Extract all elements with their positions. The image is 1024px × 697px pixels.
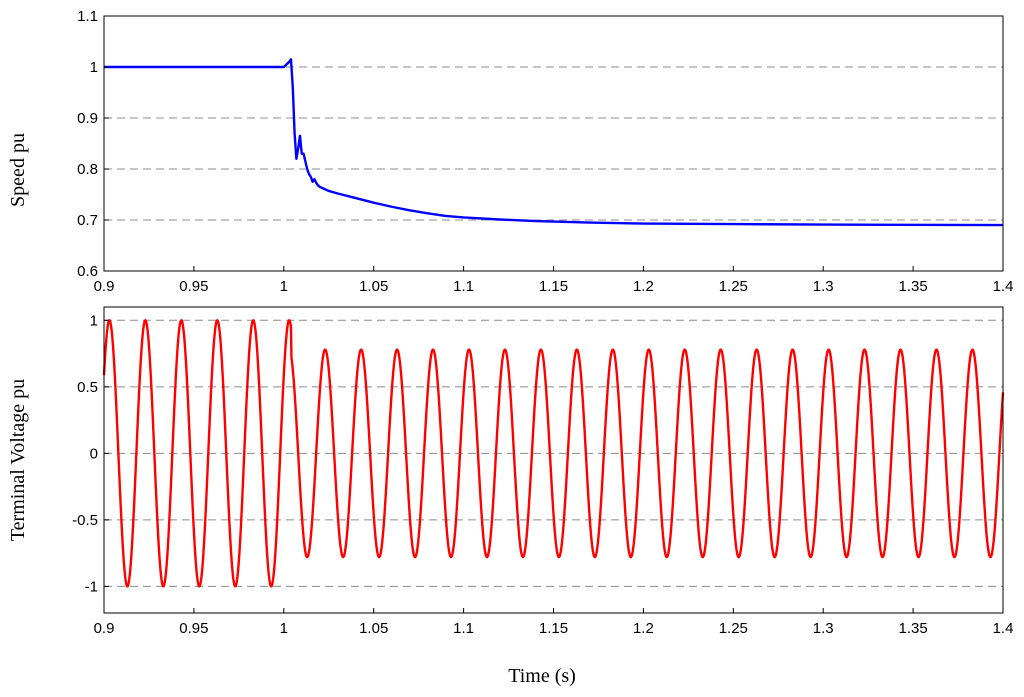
speed-grid — [104, 66, 1003, 221]
speed-ytick-label: 0.8 — [77, 161, 98, 178]
speed-series-line — [104, 58, 1004, 227]
voltage-xtick-label: 1.4 — [993, 620, 1014, 637]
speed-axes-frame — [103, 15, 1004, 272]
speed-xtick-label: 1.05 — [359, 278, 388, 295]
voltage-xtick-label: 1.2 — [633, 620, 654, 637]
speed-ticks: 0.6 0.7 0.8 0.9 1 1.1 0.9 0.95 1 1.05 1.1 1.15 1.2 1.… — [77, 8, 1013, 295]
voltage-series-line — [102, 319, 1005, 588]
speed-xtick-label: 1 — [280, 278, 288, 295]
speed-xtick-label: 1.15 — [539, 278, 568, 295]
speed-ytick-label: 1.1 — [77, 8, 98, 25]
speed-series — [104, 58, 1004, 227]
voltage-ytick-label: -1 — [85, 578, 98, 595]
voltage-xtick-label: 1 — [280, 620, 288, 637]
voltage-ytick-label: 1 — [90, 312, 98, 329]
speed-xtick-label: 1.1 — [453, 278, 474, 295]
speed-ytick-label: 0.7 — [77, 212, 98, 229]
terminal-voltage-chart: -1 -0.5 0 0.5 1 0.9 0.95 1 1.05 1.1 1.15 1.2 1.25 1.3… — [7, 306, 1013, 687]
speed-xtick-label: 0.95 — [179, 278, 208, 295]
voltage-xtick-label: 0.95 — [179, 620, 208, 637]
speed-xtick-label: 0.9 — [94, 278, 115, 295]
speed-xtick-label: 1.25 — [719, 278, 748, 295]
voltage-series — [102, 319, 1005, 588]
speed-xtick-label: 1.2 — [633, 278, 654, 295]
voltage-xtick-label: 1.25 — [719, 620, 748, 637]
speed-chart: 0.6 0.7 0.8 0.9 1 1.1 0.9 0.95 1 1.05 1.1 1.15 1.2 1.… — [7, 8, 1013, 295]
voltage-xtick-label: 1.05 — [359, 620, 388, 637]
speed-y-axis-label: Speed pu — [7, 133, 29, 207]
voltage-xtick-label: 1.15 — [539, 620, 568, 637]
speed-ytick-label: 0.6 — [77, 263, 98, 280]
speed-ytick-label: 0.9 — [77, 110, 98, 127]
voltage-y-axis-label: Terminal Voltage pu — [7, 379, 29, 541]
voltage-ytick-label: -0.5 — [72, 512, 98, 529]
voltage-xtick-label: 1.1 — [453, 620, 474, 637]
speed-xtick-label: 1.4 — [993, 278, 1014, 295]
voltage-xtick-label: 1.3 — [813, 620, 834, 637]
voltage-ytick-label: 0 — [90, 445, 98, 462]
voltage-xtick-label: 0.9 — [94, 620, 115, 637]
voltage-ytick-label: 0.5 — [77, 379, 98, 396]
speed-xtick-label: 1.35 — [898, 278, 927, 295]
speed-xtick-label: 1.3 — [813, 278, 834, 295]
voltage-ticks: -1 -0.5 0 0.5 1 0.9 0.95 1 1.05 1.1 1.15 1.2 1.25 1.3… — [72, 312, 1013, 637]
voltage-xtick-label: 1.35 — [898, 620, 927, 637]
time-x-axis-label: Time (s) — [508, 665, 576, 687]
speed-ytick-label: 1 — [90, 59, 98, 76]
